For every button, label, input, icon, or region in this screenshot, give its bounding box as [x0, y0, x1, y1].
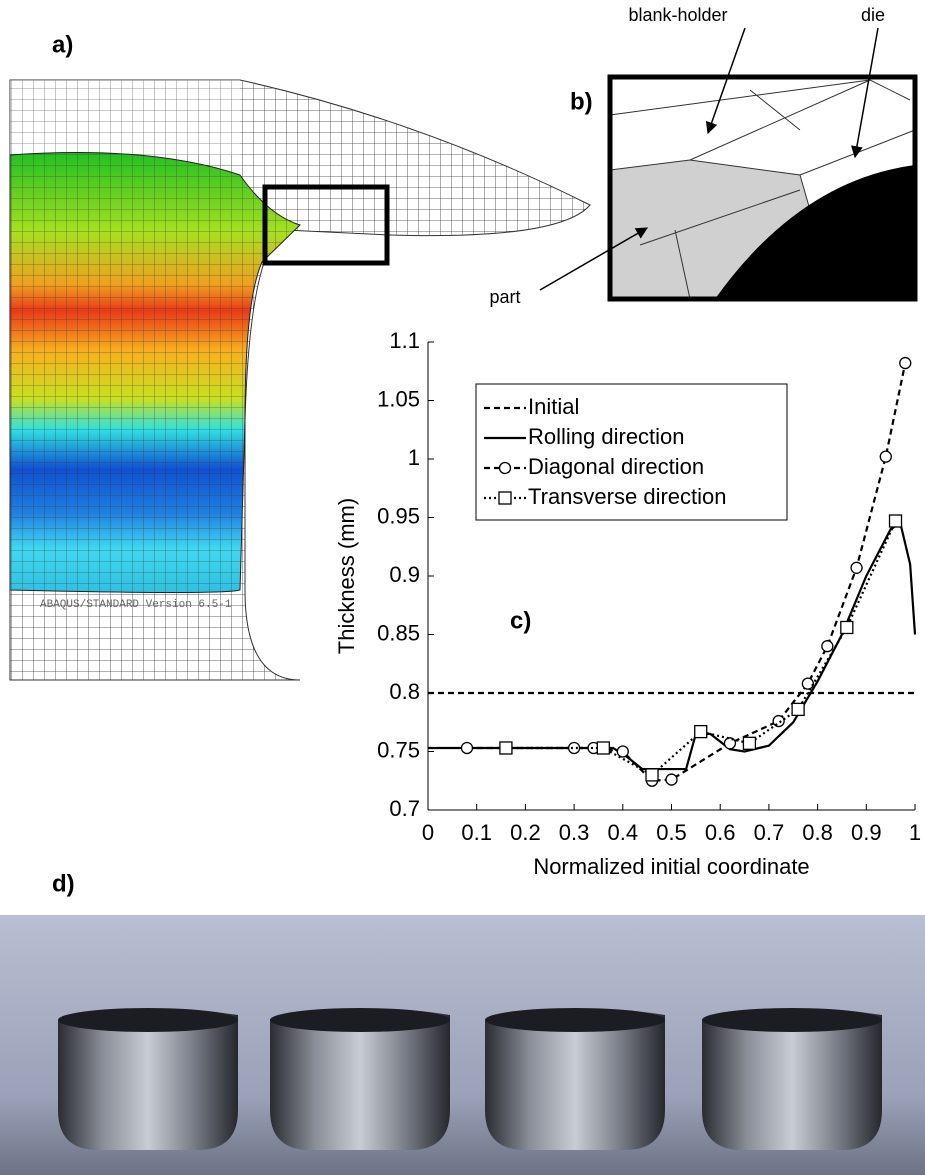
y-tick-label: 0.95: [377, 503, 420, 528]
photo: [0, 915, 925, 1175]
x-tick-label: 0.9: [851, 820, 882, 845]
data-point: [499, 741, 513, 755]
legend-box: [475, 383, 788, 521]
y-tick-label: 0.7: [389, 796, 420, 821]
data-point: [772, 714, 785, 728]
legend-label: Transverse direction: [528, 484, 726, 509]
zoom-view: [607, 74, 918, 302]
x-tick-label: 0.2: [510, 820, 541, 845]
y-tick-label: 0.75: [377, 737, 420, 762]
data-point: [460, 741, 474, 755]
x-tick-label: 1: [909, 820, 921, 845]
callout: blank-holder: [628, 5, 727, 25]
x-tick-label: 0.5: [656, 820, 687, 845]
x-tick-label: 0.3: [559, 820, 590, 845]
legend-label: Diagonal direction: [528, 454, 704, 479]
x-tick-label: 0.6: [705, 820, 736, 845]
arrow: [705, 27, 746, 135]
legend-marker: [498, 491, 512, 505]
panel-label: c): [510, 607, 531, 634]
data-point: [567, 741, 581, 755]
x-tick-label: 0.4: [608, 820, 639, 845]
data-point: [821, 640, 834, 653]
data-point: [723, 737, 737, 750]
x-tick-label: 0: [422, 820, 434, 845]
callout: part: [489, 287, 520, 307]
data-point: [801, 677, 815, 690]
data-point: [791, 702, 805, 717]
arrow: [539, 227, 649, 291]
panel-label: a): [52, 31, 73, 58]
x-tick-label: 0.1: [461, 820, 492, 845]
data-point: [596, 741, 610, 755]
legend-label: Initial: [528, 394, 579, 419]
data-point: [616, 745, 629, 758]
y-axis-label: Thickness (mm): [334, 498, 359, 654]
fe-caption: ABAQUS/STANDARD Version 6.5-1: [40, 599, 232, 611]
arrow: [850, 27, 879, 159]
y-tick-label: 0.85: [377, 620, 420, 645]
data-point: [850, 561, 863, 574]
y-tick-label: 1.05: [377, 386, 420, 411]
data-point: [888, 514, 903, 528]
x-tick-label: 0.8: [802, 820, 833, 845]
series-line: [428, 521, 917, 771]
legend-marker: [498, 461, 512, 475]
series-line: [505, 520, 897, 777]
data-point: [899, 356, 912, 370]
data-point: [840, 620, 854, 635]
x-axis-label: Normalized initial coordinate: [533, 854, 809, 879]
y-tick-label: 1: [408, 445, 420, 470]
panel-label: b): [570, 88, 593, 115]
data-point: [665, 773, 678, 786]
y-tick-label: 0.9: [389, 562, 420, 587]
callout: die: [861, 5, 885, 25]
y-tick-label: 1.1: [389, 328, 420, 353]
panel-label: d): [52, 870, 75, 897]
fe-model: ABAQUS/STANDARD Version 6.5-1: [9, 79, 591, 681]
chart: 0.7 0.75 0.8 0.85 0.9 0.95 1 1.05 1.1 0 0.1 0.2 0.3 0…: [334, 328, 921, 879]
data-point: [742, 736, 757, 750]
data-point: [879, 450, 892, 463]
y-tick-label: 0.8: [389, 679, 420, 704]
data-point: [694, 724, 708, 739]
x-tick-label: 0.7: [754, 820, 785, 845]
data-point: [645, 768, 659, 782]
legend-label: Rolling direction: [528, 424, 685, 449]
